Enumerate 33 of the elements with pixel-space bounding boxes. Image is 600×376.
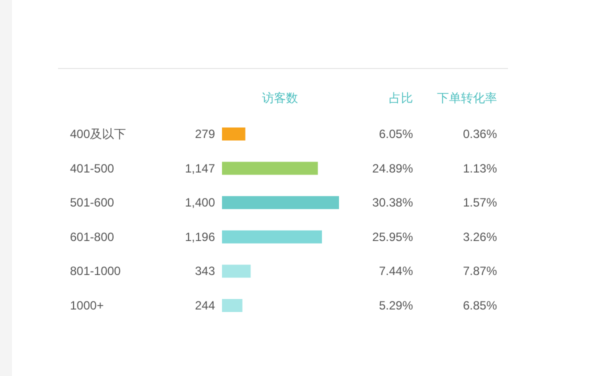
text: 24.89% bbox=[372, 161, 414, 176]
y-tick-label: 401-500 bbox=[70, 161, 114, 176]
y-tick-label: 601-800 bbox=[70, 230, 114, 244]
data-label: 1,400 bbox=[184, 196, 216, 210]
text: 6.05% bbox=[378, 127, 414, 141]
text: 下单转化率 bbox=[437, 91, 497, 105]
text: 7.44% bbox=[378, 264, 414, 278]
y-tick-label: 801-1000 bbox=[70, 264, 122, 278]
y-tick-label: 501-600 bbox=[70, 196, 114, 210]
data-label: 1,196 bbox=[184, 230, 216, 244]
text: 5.29% bbox=[378, 298, 414, 312]
bar bbox=[222, 162, 318, 175]
bar bbox=[222, 128, 246, 140]
bar bbox=[222, 264, 251, 278]
data-label: 279 bbox=[194, 127, 216, 141]
text: 6.85% bbox=[462, 298, 498, 312]
bar bbox=[222, 299, 242, 312]
bar bbox=[222, 230, 322, 244]
text: 3.26% bbox=[462, 230, 498, 244]
text: 1.13% bbox=[462, 161, 498, 176]
text: 25.95% bbox=[372, 230, 414, 244]
bar bbox=[222, 196, 339, 210]
data-label: 343 bbox=[194, 264, 216, 278]
data-label: 1,147 bbox=[184, 161, 216, 176]
y-tick-label: 1000+ bbox=[70, 298, 104, 312]
text: 0.36% bbox=[462, 127, 498, 141]
text: 30.38% bbox=[372, 196, 414, 210]
y-tick-label: 400及以下 bbox=[70, 127, 126, 141]
text: 7.87% bbox=[462, 264, 498, 278]
data-label: 244 bbox=[194, 298, 216, 312]
x-axis-title: 访客数 bbox=[262, 91, 298, 105]
text: 占比 bbox=[389, 91, 413, 105]
text: 1.57% bbox=[462, 196, 498, 210]
